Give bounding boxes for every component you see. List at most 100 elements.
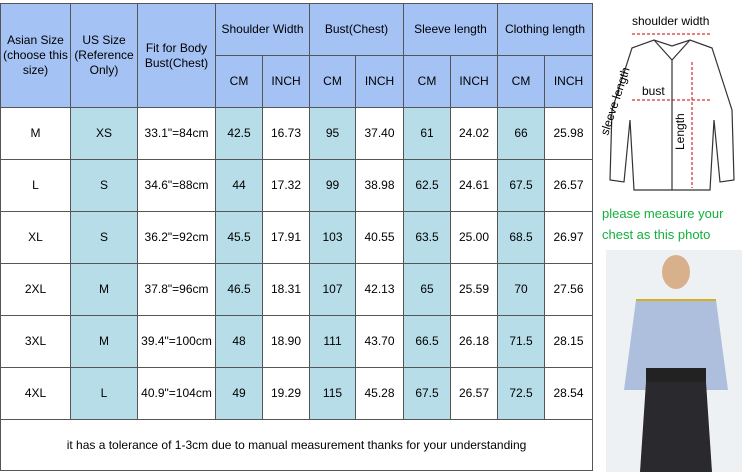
table-cell: 103 (309, 211, 356, 264)
size-row: 4XL L 40.9"=104cm 49 19.29 115 45.28 67.5 26.57 7… (0, 367, 593, 420)
table-cell: 28.15 (544, 315, 593, 368)
table-cell: 26.57 (450, 367, 498, 420)
table-cell: 18.90 (262, 315, 310, 368)
unit-cell: INCH (450, 55, 498, 108)
table-cell: 24.61 (450, 159, 498, 212)
table-cell: 46.5 (215, 263, 263, 316)
table-cell: 26.97 (544, 211, 593, 264)
table-cell: 48 (215, 315, 263, 368)
table-cell: 49 (215, 367, 263, 420)
shirt-diagram (609, 39, 735, 191)
table-cell: 28.54 (544, 367, 593, 420)
table-cell: 18.31 (262, 263, 310, 316)
size-row: 3XL M 39.4"=100cm 48 18.90 111 43.70 66.5 26.18 7… (0, 315, 593, 368)
table-cell: L (70, 367, 138, 420)
table-cell: 26.57 (544, 159, 593, 212)
table-cell: 27.56 (544, 263, 593, 316)
header-cell: Fit for Body Bust(Chest) (137, 3, 216, 108)
table-cell: 2XL (0, 263, 71, 316)
table-cell: 44 (215, 159, 263, 212)
unit-cell: CM (403, 55, 451, 108)
unit-cell: INCH (355, 55, 404, 108)
size-row: L S 34.6"=88cm 44 17.32 99 38.98 62.5 24.61 67.5 2… (0, 159, 593, 212)
table-cell: 34.6"=88cm (137, 159, 216, 212)
unit-cell: INCH (544, 55, 593, 108)
sleeve-label: sleeve length (598, 65, 633, 137)
table-cell: 45.5 (215, 211, 263, 264)
size-row: XL S 36.2"=92cm 45.5 17.91 103 40.55 63.5 25.00 6… (0, 211, 593, 264)
header-row: Asian Size (choose this size) US Size (Re… (0, 3, 593, 108)
table-cell: 67.5 (497, 159, 545, 212)
table-cell: XS (70, 107, 138, 160)
table-cell: 42.13 (355, 263, 404, 316)
header-cell: US Size (Reference Only) (70, 3, 138, 108)
table-cell: 36.2"=92cm (137, 211, 216, 264)
table-cell: 3XL (0, 315, 71, 368)
size-table: Asian Size (choose this size) US Size (Re… (0, 3, 593, 471)
unit-row: CM INCH CM INCH CM INCH CM INCH (1, 55, 593, 108)
table-cell: 25.98 (544, 107, 593, 160)
bust-label: bust (642, 84, 665, 98)
shoulder-label: shoulder width (632, 14, 709, 28)
table-cell: 66 (497, 107, 545, 160)
table-cell: S (70, 159, 138, 212)
unit-cell: CM (497, 55, 545, 108)
table-cell: M (70, 263, 138, 316)
table-cell: 107 (309, 263, 356, 316)
table-cell: 42.5 (215, 107, 263, 160)
table-cell: 67.5 (403, 367, 451, 420)
table-cell: 37.40 (355, 107, 404, 160)
table-cell: 40.55 (355, 211, 404, 264)
header-cell: Sleeve length (403, 3, 498, 56)
note-row: it has a tolerance of 1-3cm due to manua… (0, 419, 593, 471)
table-cell: 25.59 (450, 263, 498, 316)
table-cell: 115 (309, 367, 356, 420)
size-row: 2XL M 37.8"=96cm 46.5 18.31 107 42.13 65 25.59 70… (0, 263, 593, 316)
table-cell: 33.1"=84cm (137, 107, 216, 160)
table-cell: 95 (309, 107, 356, 160)
measure-illustration: shoulder width bust sleeve length Length (598, 14, 742, 472)
photo (606, 250, 742, 472)
unit-cell: CM (309, 55, 356, 108)
table-cell: L (0, 159, 71, 212)
size-row: M XS 33.1"=84cm 42.5 16.73 95 37.40 61 24.02 66 25… (0, 107, 593, 160)
table-cell: 26.18 (450, 315, 498, 368)
table-cell: 70 (497, 263, 545, 316)
header-cell: Clothing length (497, 3, 593, 56)
table-cell: 19.29 (262, 367, 310, 420)
table-cell: 39.4"=100cm (137, 315, 216, 368)
table-cell: 99 (309, 159, 356, 212)
table-cell: 68.5 (497, 211, 545, 264)
table-cell: 24.02 (450, 107, 498, 160)
table-cell: 65 (403, 263, 451, 316)
unit-cell: CM (215, 55, 263, 108)
table-cell: 45.28 (355, 367, 404, 420)
table-cell: M (70, 315, 138, 368)
table-cell: 37.8"=96cm (137, 263, 216, 316)
table-cell: 62.5 (403, 159, 451, 212)
table-cell: S (70, 211, 138, 264)
table-cell: XL (0, 211, 71, 264)
header-cell: Bust(Chest) (309, 3, 404, 56)
table-cell: 17.32 (262, 159, 310, 212)
table-cell: 43.70 (355, 315, 404, 368)
table-cell: 72.5 (497, 367, 545, 420)
table-cell: M (0, 107, 71, 160)
table-cell: 17.91 (262, 211, 310, 264)
caption: please measure your chest as this photo (602, 206, 724, 242)
table-cell: 38.98 (355, 159, 404, 212)
unit-cell: INCH (262, 55, 310, 108)
header-cell: Asian Size (choose this size) (0, 3, 71, 108)
table-cell: 63.5 (403, 211, 451, 264)
table-cell: 71.5 (497, 315, 545, 368)
table-cell: 40.9"=104cm (137, 367, 216, 420)
note: it has a tolerance of 1-3cm due to manua… (0, 419, 593, 471)
table-cell: 61 (403, 107, 451, 160)
table-cell: 25.00 (450, 211, 498, 264)
table-cell: 66.5 (403, 315, 451, 368)
table-cell: 16.73 (262, 107, 310, 160)
table-cell: 111 (309, 315, 356, 368)
length-label: Length (673, 113, 687, 150)
table-cell: 4XL (0, 367, 71, 420)
